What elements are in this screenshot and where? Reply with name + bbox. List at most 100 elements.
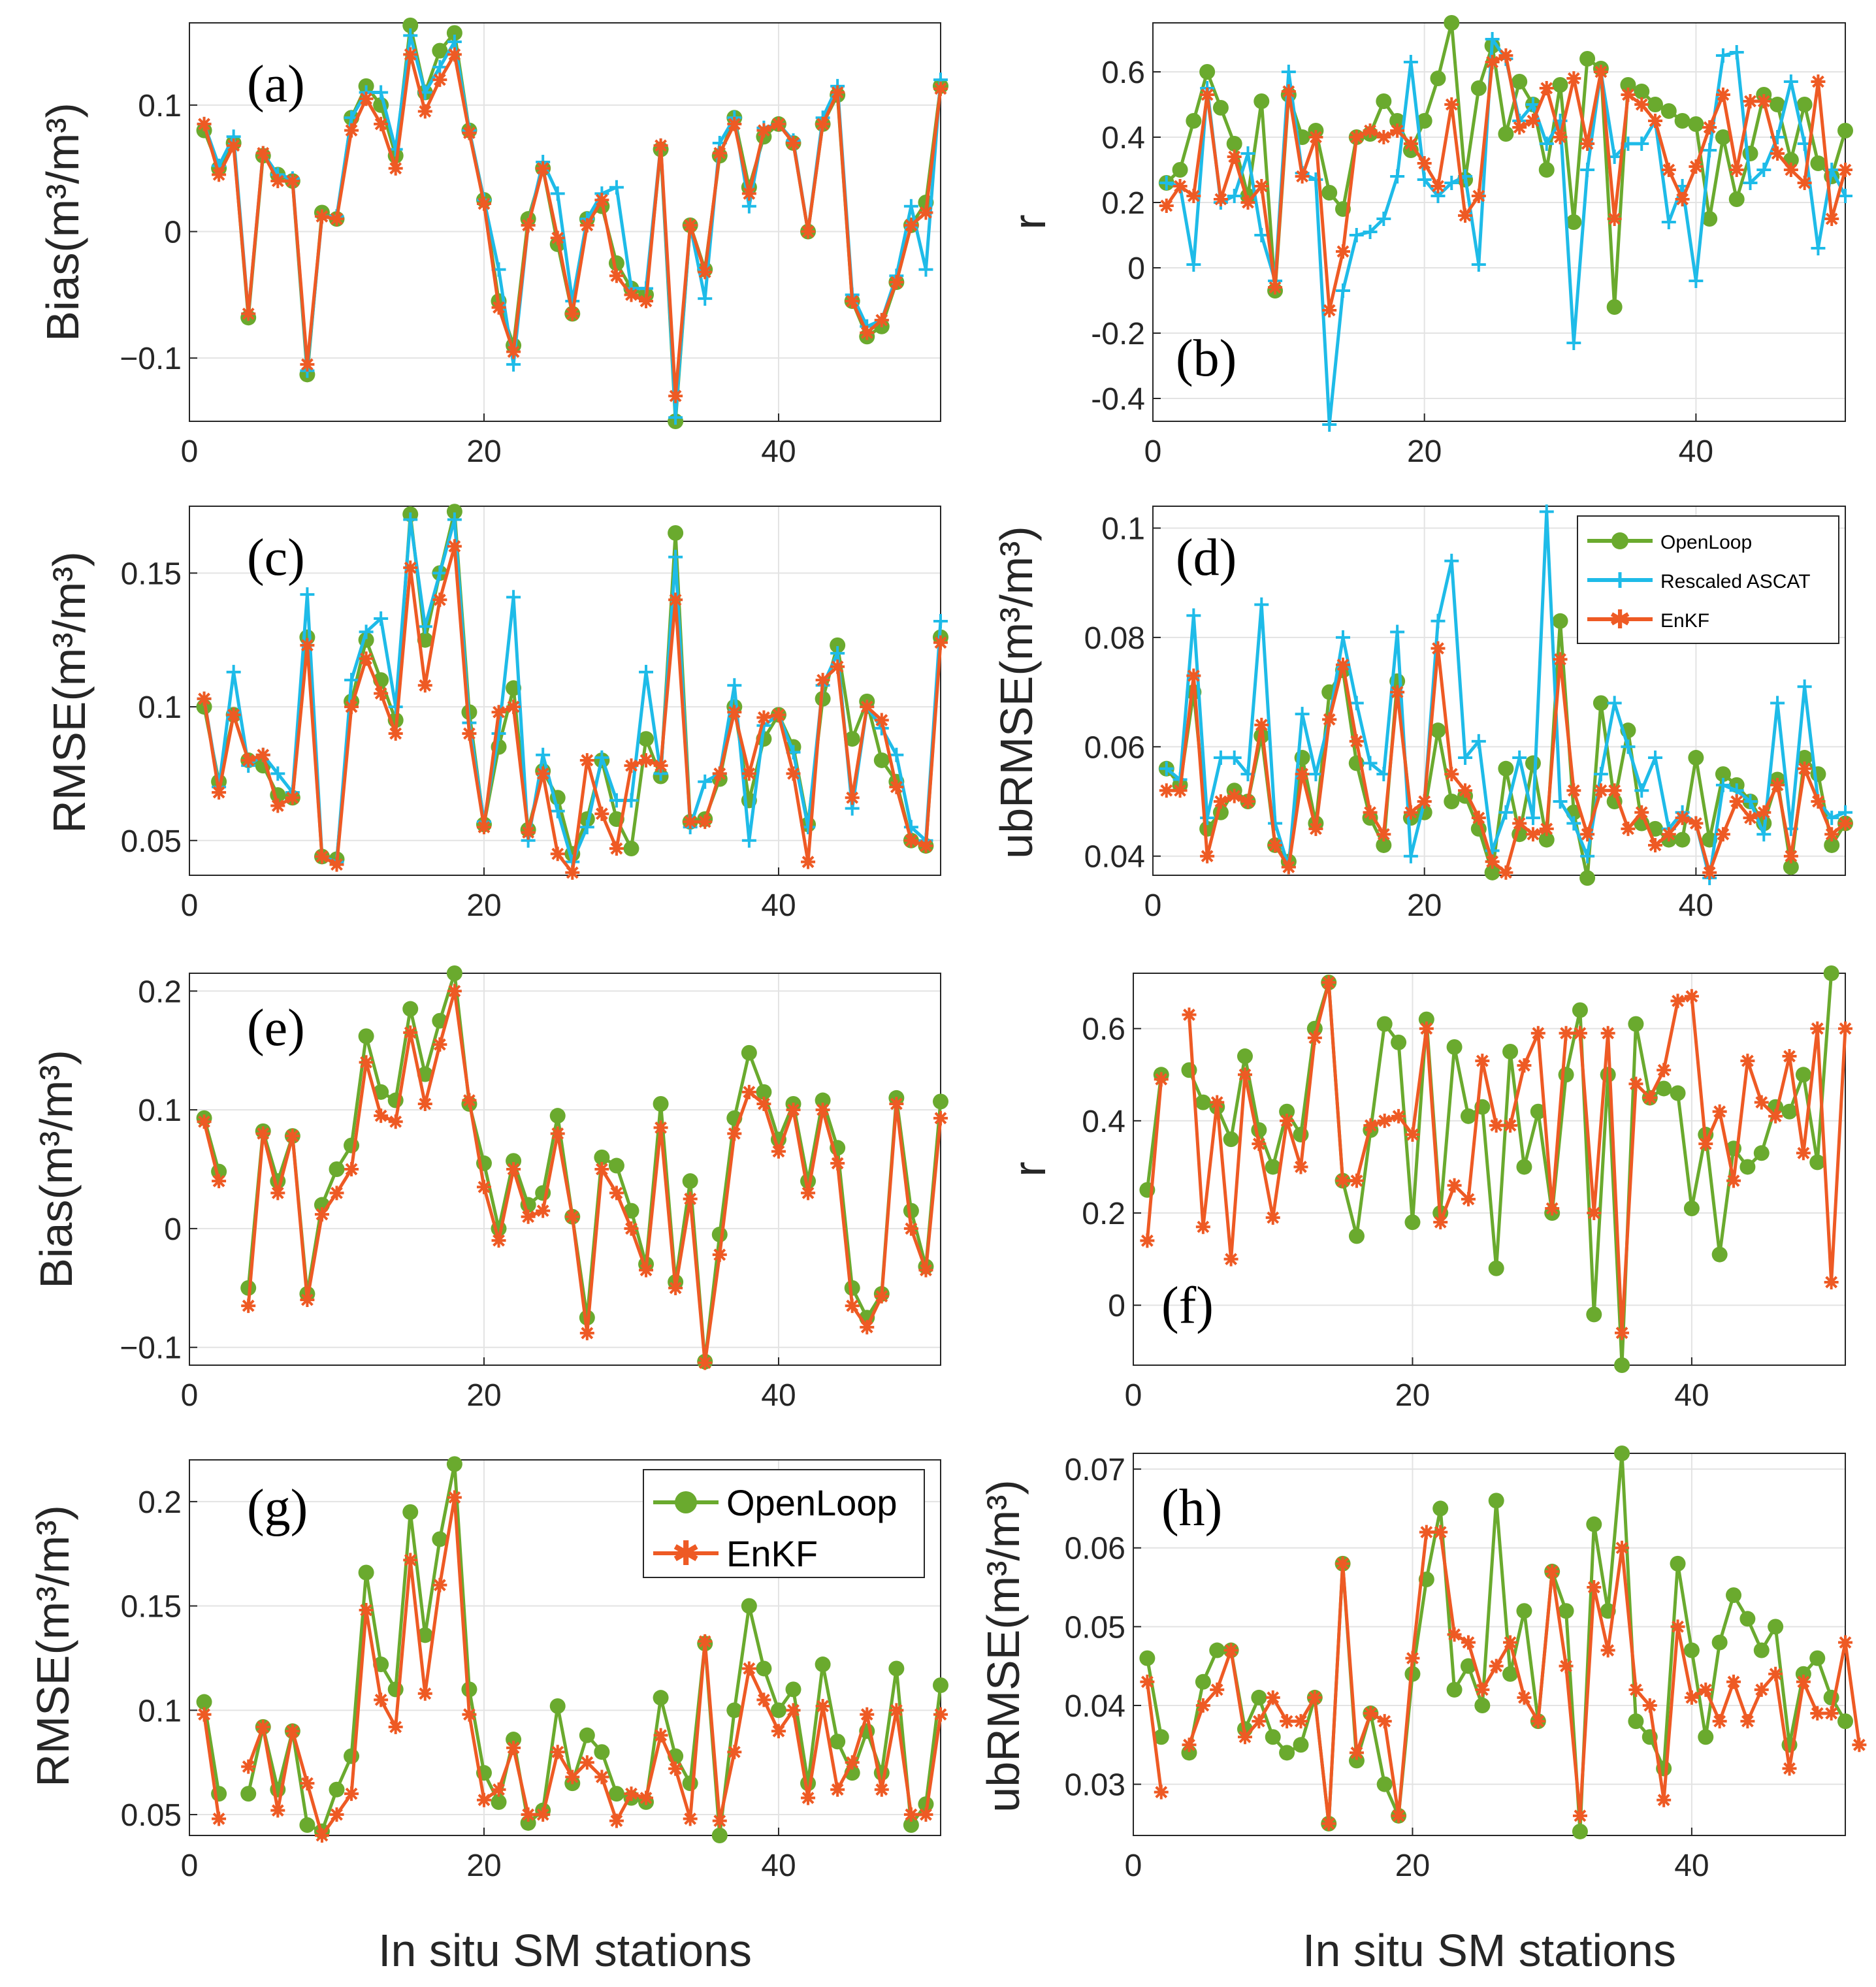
data-point — [1538, 832, 1555, 848]
data-point — [874, 1289, 889, 1304]
data-point — [1770, 146, 1785, 161]
data-point — [1200, 88, 1215, 102]
data-point — [727, 705, 742, 720]
data-point — [1756, 94, 1771, 108]
data-point — [1461, 1635, 1476, 1650]
data-point — [1431, 179, 1446, 193]
x-tick-label: 0 — [1144, 888, 1162, 923]
data-point — [1742, 146, 1758, 161]
data-point — [1489, 1118, 1504, 1133]
data-point — [1484, 864, 1500, 880]
data-point — [1376, 93, 1392, 109]
data-point — [1566, 783, 1581, 798]
data-point — [1498, 126, 1514, 142]
data-point — [1660, 103, 1677, 119]
data-point — [1512, 120, 1527, 135]
data-point — [1376, 130, 1391, 144]
data-point — [1471, 811, 1486, 826]
data-point — [1172, 162, 1188, 178]
data-point — [1363, 756, 1378, 771]
data-point — [1539, 821, 1554, 836]
series-line — [1145, 1681, 1163, 1792]
data-point — [771, 1724, 786, 1739]
data-point — [388, 1114, 403, 1129]
y-tick-label: 0.03 — [1065, 1768, 1125, 1803]
y-tick-label: 0.4 — [1082, 1105, 1125, 1139]
data-point — [1670, 1085, 1686, 1101]
data-point — [1444, 97, 1459, 112]
data-point — [1403, 55, 1418, 69]
data-point — [1322, 417, 1337, 432]
series-lines — [196, 504, 948, 880]
data-point — [403, 560, 418, 575]
data-point — [1837, 123, 1853, 138]
data-point — [682, 1173, 698, 1189]
panel-label: (c) — [247, 529, 305, 587]
data-point — [417, 1627, 433, 1643]
data-point — [358, 1028, 374, 1044]
data-point — [476, 1792, 491, 1807]
data-point — [1572, 1002, 1588, 1018]
data-point — [933, 81, 948, 96]
data-point — [1688, 116, 1704, 132]
data-point — [594, 1149, 610, 1165]
data-point — [270, 766, 285, 781]
data-point — [1444, 15, 1460, 31]
data-point — [1322, 303, 1337, 317]
data-point — [241, 1759, 256, 1774]
data-point — [815, 1656, 831, 1673]
y-tick-label: 0.04 — [1065, 1689, 1125, 1724]
data-point — [1811, 794, 1826, 809]
data-point — [1444, 553, 1459, 568]
data-point — [1349, 734, 1364, 749]
data-point — [1768, 1108, 1783, 1123]
data-point — [1182, 1007, 1197, 1022]
data-point — [639, 1263, 654, 1278]
data-point — [1559, 1658, 1574, 1673]
data-point — [1698, 1682, 1713, 1697]
data-point — [1729, 794, 1744, 809]
data-point — [698, 1634, 713, 1649]
data-point — [285, 174, 300, 189]
data-point — [1489, 1658, 1504, 1673]
data-point — [727, 116, 742, 131]
data-point — [1322, 712, 1337, 727]
data-point — [1280, 1714, 1295, 1729]
data-point — [786, 766, 801, 781]
data-point — [550, 847, 565, 862]
data-point — [579, 1727, 595, 1743]
data-point — [1335, 657, 1350, 672]
data-point — [536, 747, 551, 762]
y-axis-label: Bias(m³/m³) — [37, 103, 88, 341]
data-point — [1615, 1540, 1630, 1555]
data-point — [1265, 1690, 1280, 1705]
data-point — [1210, 1682, 1225, 1697]
panel-e: 0.2 0.1 0 −0.1 0 20 40 Bias(m³/m³) (e) — [31, 965, 948, 1413]
data-point — [1240, 146, 1255, 161]
y-tick-label: 0 — [164, 1212, 182, 1247]
x-tick-label: 0 — [1125, 1378, 1142, 1413]
data-point — [417, 619, 432, 634]
data-point — [771, 707, 786, 722]
data-point — [1648, 837, 1663, 852]
data-point — [1795, 1067, 1811, 1083]
data-point — [565, 1209, 580, 1224]
data-point — [285, 1129, 300, 1144]
data-point — [639, 752, 654, 767]
data-point — [1615, 1325, 1630, 1340]
data-point — [387, 1681, 404, 1698]
data-point — [1308, 821, 1323, 836]
data-point — [903, 833, 918, 848]
data-point — [1498, 805, 1513, 820]
legend-ascat-label: Rescaled ASCAT — [1660, 571, 1811, 592]
legend-enkf-label: EnKF — [726, 1533, 818, 1574]
data-point — [1661, 163, 1676, 177]
data-point — [1153, 1729, 1169, 1745]
data-point — [1349, 228, 1364, 242]
y-tick-label: 0.06 — [1065, 1532, 1125, 1566]
data-point — [446, 504, 462, 520]
data-point — [1376, 827, 1391, 842]
data-point — [491, 726, 506, 741]
data-point — [1512, 74, 1528, 89]
data-point — [1782, 1761, 1797, 1776]
